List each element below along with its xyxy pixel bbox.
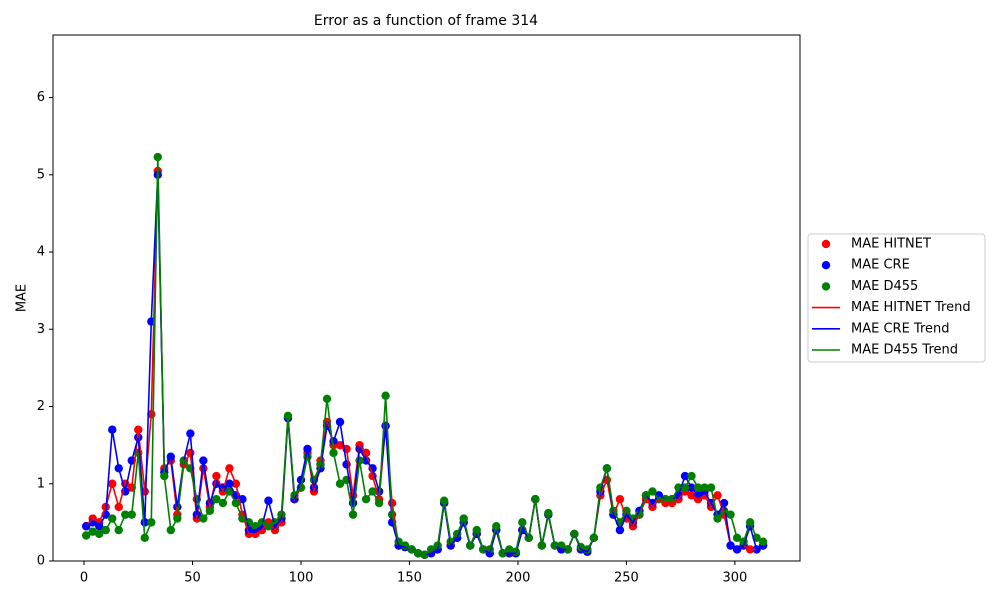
legend-label: MAE HITNET Trend xyxy=(851,300,971,315)
x-tick-label: 0 xyxy=(80,571,88,586)
legend-label: MAE CRE xyxy=(851,258,910,273)
chart-title: Error as a function of frame 314 xyxy=(314,13,538,29)
trend-line xyxy=(85,157,764,556)
legend-label: MAE HITNET xyxy=(851,237,931,252)
x-tick-label: 150 xyxy=(397,571,422,586)
legend-label: MAE CRE Trend xyxy=(851,321,950,336)
x-tick-label: 50 xyxy=(184,571,201,586)
legend-marker xyxy=(821,261,831,270)
legend-label: MAE D455 xyxy=(851,279,918,294)
x-tick-label: 300 xyxy=(722,571,747,586)
y-tick-label: 2 xyxy=(37,399,45,414)
y-tick-label: 5 xyxy=(37,167,45,182)
x-tick-label: 200 xyxy=(506,571,531,586)
legend-label: MAE D455 Trend xyxy=(851,343,958,358)
x-tick-label: 100 xyxy=(289,571,314,586)
x-tick-label: 250 xyxy=(614,571,639,586)
y-tick-label: 4 xyxy=(37,245,45,260)
y-tick-label: 0 xyxy=(37,554,45,569)
legend-box xyxy=(807,233,986,363)
y-tick-label: 6 xyxy=(37,90,45,105)
y-axis-label: MAE xyxy=(15,284,30,312)
y-tick-label: 1 xyxy=(37,476,45,491)
plot-frame xyxy=(52,34,801,562)
legend-marker xyxy=(821,239,831,249)
legend-marker xyxy=(821,282,831,291)
y-tick-label: 3 xyxy=(37,322,45,337)
